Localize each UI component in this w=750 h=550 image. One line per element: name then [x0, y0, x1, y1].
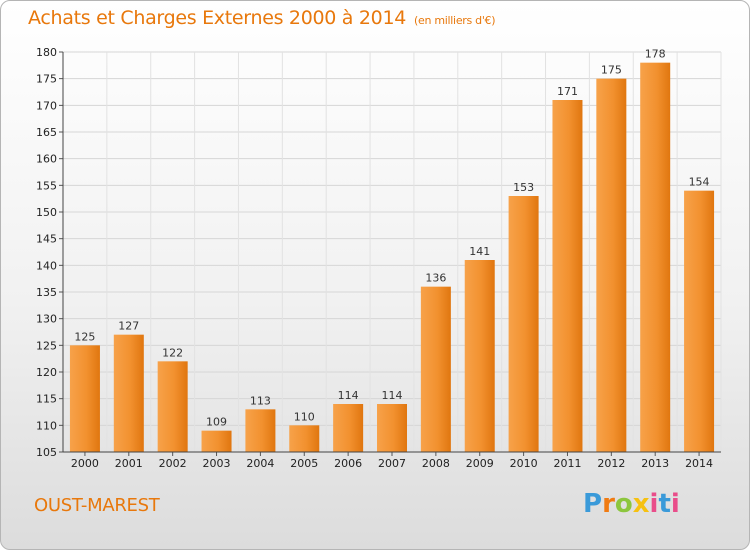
bar-value-label: 113: [250, 394, 271, 407]
chart-title-text: Achats et Charges Externes 2000 à 2014: [28, 7, 407, 29]
bar: [596, 78, 627, 453]
bar: [201, 430, 232, 452]
x-tick-label: 2007: [378, 457, 406, 470]
x-tick-label: 2009: [466, 457, 494, 470]
x-tick-label: 2011: [553, 457, 581, 470]
bar-value-label: 127: [118, 320, 139, 333]
y-tick-label: 160: [36, 153, 57, 166]
bar: [640, 62, 671, 453]
bars: 125 127 122 109 113 110 114 114 136 141 153 171 175 1…: [69, 48, 715, 453]
bar: [552, 100, 583, 452]
bar: [113, 334, 144, 452]
y-tick-label: 150: [36, 206, 57, 219]
y-tick-label: 145: [36, 233, 57, 246]
x-tick-label: 2014: [685, 457, 713, 470]
y-tick-label: 140: [36, 259, 57, 272]
x-tick-label: 2004: [246, 457, 274, 470]
bar: [420, 286, 451, 452]
x-tick-label: 2005: [290, 457, 318, 470]
y-tick-label: 110: [36, 419, 57, 432]
x-tick-label: 2001: [115, 457, 143, 470]
y-tick-label: 165: [36, 126, 57, 139]
bar: [333, 404, 364, 452]
proxiti-logo: Proxiti: [583, 489, 680, 519]
bar: [289, 425, 320, 452]
bar-value-label: 153: [513, 181, 534, 194]
axes: 105 110 115 120 125 130 135 140 145 150 155 160 165 1…: [36, 46, 721, 470]
bar-value-label: 122: [162, 346, 183, 359]
y-tick-label: 155: [36, 179, 57, 192]
bar-value-label: 110: [294, 410, 315, 423]
bar-value-label: 136: [425, 272, 446, 285]
y-tick-label: 130: [36, 313, 57, 326]
x-tick-label: 2000: [71, 457, 99, 470]
chart-title: Achats et Charges Externes 2000 à 2014 (e…: [28, 7, 496, 29]
bar-value-label: 154: [689, 176, 710, 189]
y-tick-label: 105: [36, 446, 57, 459]
bar: [69, 345, 100, 452]
x-tick-label: 2012: [597, 457, 625, 470]
chart-subtitle: (en milliers d'€): [414, 14, 496, 27]
bar: [377, 404, 407, 452]
bar-value-label: 109: [206, 416, 227, 429]
x-tick-label: 2002: [159, 457, 187, 470]
bar-value-label: 175: [601, 64, 622, 77]
y-tick-label: 120: [36, 366, 57, 379]
x-tick-label: 2010: [510, 457, 538, 470]
y-tick-label: 170: [36, 99, 57, 112]
x-tick-label: 2008: [422, 457, 450, 470]
bar-value-label: 141: [469, 245, 490, 258]
y-tick-label: 115: [36, 393, 57, 406]
x-tick-label: 2003: [203, 457, 231, 470]
bar-value-label: 125: [74, 330, 95, 343]
x-tick-label: 2006: [334, 457, 362, 470]
bar-value-label: 114: [338, 389, 359, 402]
bar-value-label: 114: [382, 389, 403, 402]
x-tick-label: 2013: [641, 457, 669, 470]
bar-value-label: 178: [645, 48, 666, 61]
bar: [245, 409, 276, 452]
bar: [684, 190, 715, 452]
bar: [157, 361, 188, 452]
bar-value-label: 171: [557, 85, 578, 98]
commune-name: OUST-MAREST: [34, 495, 160, 516]
y-tick-label: 175: [36, 73, 57, 86]
y-tick-label: 125: [36, 339, 57, 352]
bar: [464, 260, 495, 452]
y-tick-label: 180: [36, 46, 57, 59]
bar: [508, 196, 539, 452]
y-tick-label: 135: [36, 286, 57, 299]
